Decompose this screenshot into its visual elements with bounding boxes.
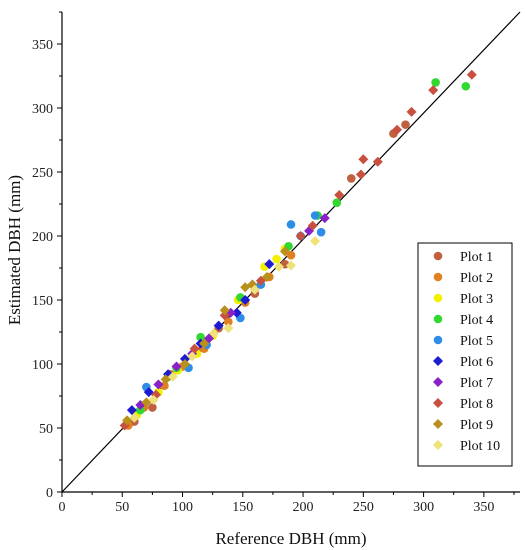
legend-marker bbox=[433, 377, 443, 387]
data-point bbox=[199, 338, 210, 349]
data-point bbox=[167, 371, 178, 382]
legend-marker bbox=[433, 293, 443, 303]
data-point bbox=[286, 220, 296, 229]
series-plot-10 bbox=[129, 236, 321, 423]
legend-box bbox=[417, 242, 513, 467]
data-point bbox=[295, 231, 306, 241]
data-point bbox=[196, 332, 205, 342]
series-plot-8 bbox=[119, 69, 477, 431]
data-point bbox=[148, 403, 157, 412]
data-point bbox=[219, 305, 230, 316]
legend-marker bbox=[433, 314, 443, 324]
legend-marker bbox=[433, 419, 443, 429]
data-point bbox=[213, 320, 224, 331]
x-axis-ticks: 0 50 100 150 200 250 300 350 bbox=[59, 492, 515, 515]
data-point bbox=[286, 260, 296, 271]
data-point bbox=[171, 361, 182, 372]
x-tick-label: 100 bbox=[172, 500, 193, 515]
data-point bbox=[187, 351, 198, 362]
data-point bbox=[231, 307, 242, 318]
legend-label: Plot 4 bbox=[460, 313, 493, 328]
data-point bbox=[319, 213, 330, 224]
data-points bbox=[119, 69, 477, 431]
legend-label: Plot 3 bbox=[460, 292, 493, 307]
data-point bbox=[286, 250, 296, 260]
data-point bbox=[219, 310, 230, 321]
data-point bbox=[249, 284, 260, 295]
data-point bbox=[461, 81, 471, 91]
legend-label: Plot 7 bbox=[460, 376, 493, 391]
data-point bbox=[307, 220, 318, 231]
x-tick-label: 50 bbox=[115, 500, 129, 515]
data-point bbox=[406, 106, 417, 117]
data-point bbox=[264, 259, 275, 270]
data-point bbox=[189, 343, 200, 354]
x-tick-label: 200 bbox=[293, 500, 314, 515]
data-point bbox=[240, 295, 251, 305]
data-point bbox=[401, 120, 410, 129]
legend-marker bbox=[433, 440, 443, 450]
x-axis-label: Reference DBH (mm) bbox=[215, 529, 366, 548]
data-point bbox=[428, 85, 439, 96]
y-axis-label: Estimated DBH (mm) bbox=[5, 175, 24, 325]
data-point bbox=[261, 271, 272, 282]
y-tick-label: 350 bbox=[32, 38, 53, 53]
data-point bbox=[355, 169, 366, 180]
data-point bbox=[273, 261, 284, 272]
y-tick-label: 200 bbox=[32, 230, 53, 245]
x-tick-label: 250 bbox=[353, 500, 374, 515]
data-point bbox=[279, 246, 290, 257]
legend-marker bbox=[433, 356, 443, 366]
data-point bbox=[223, 323, 234, 334]
y-tick-label: 150 bbox=[32, 294, 53, 309]
data-point bbox=[372, 156, 383, 167]
legend-label: Plot 9 bbox=[460, 418, 493, 433]
y-tick-label: 250 bbox=[32, 166, 53, 181]
data-point bbox=[310, 236, 321, 247]
legend-label: Plot 10 bbox=[460, 439, 500, 454]
y-tick-label: 100 bbox=[32, 358, 53, 373]
legend-label: Plot 2 bbox=[460, 271, 493, 286]
x-tick-label: 350 bbox=[473, 500, 494, 515]
legend-label: Plot 8 bbox=[460, 397, 493, 412]
legend-marker bbox=[433, 251, 443, 261]
data-point bbox=[179, 359, 190, 369]
x-tick-label: 300 bbox=[413, 500, 434, 515]
data-point bbox=[346, 174, 356, 183]
data-point bbox=[126, 405, 137, 416]
data-point bbox=[334, 190, 345, 201]
legend: Plot 1 Plot 2 Plot 3 Plot 4 Plot 5 Plot 6 Plot… bbox=[417, 242, 513, 467]
data-point bbox=[119, 420, 130, 431]
y-tick-label: 0 bbox=[46, 486, 53, 501]
data-point bbox=[129, 412, 140, 423]
legend-marker bbox=[433, 398, 443, 408]
data-point bbox=[332, 198, 342, 208]
data-point bbox=[466, 69, 477, 80]
data-point bbox=[153, 379, 164, 390]
x-tick-label: 150 bbox=[232, 500, 253, 515]
data-point bbox=[431, 78, 440, 87]
data-point bbox=[148, 394, 159, 405]
y-tick-label: 50 bbox=[39, 422, 53, 437]
data-point bbox=[272, 254, 281, 264]
data-point bbox=[392, 124, 403, 135]
series-plot-9 bbox=[122, 246, 290, 426]
data-point bbox=[224, 317, 233, 327]
data-point bbox=[316, 227, 326, 237]
legend-label: Plot 6 bbox=[460, 355, 493, 370]
data-point bbox=[358, 154, 369, 165]
data-point bbox=[310, 211, 320, 220]
data-point bbox=[208, 328, 219, 339]
legend-label: Plot 5 bbox=[460, 334, 493, 349]
legend-marker bbox=[433, 272, 443, 282]
legend-marker bbox=[433, 335, 443, 345]
y-tick-label: 300 bbox=[32, 102, 53, 117]
data-point bbox=[136, 405, 145, 415]
x-tick-label: 0 bbox=[59, 500, 66, 515]
y-axis-ticks: 0 50 100 150 200 250 300 350 bbox=[32, 11, 62, 501]
legend-label: Plot 1 bbox=[460, 250, 493, 265]
